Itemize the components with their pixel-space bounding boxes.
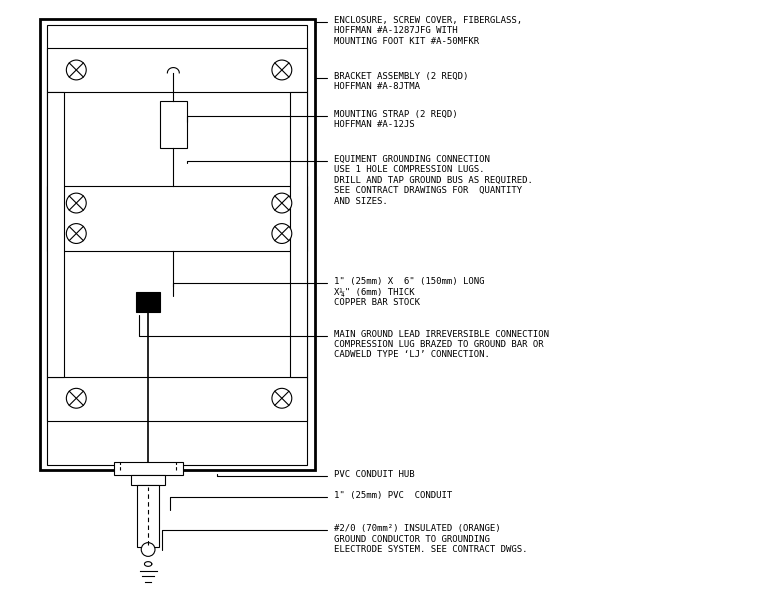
Ellipse shape [272, 60, 291, 80]
Ellipse shape [67, 388, 86, 408]
Ellipse shape [272, 388, 291, 408]
Ellipse shape [67, 224, 86, 243]
Bar [48, 92, 64, 376]
Text: BRACKET ASSEMBLY (2 REQD)
HOFFMAN #A-8JTMA: BRACKET ASSEMBLY (2 REQD) HOFFMAN #A-8JT… [334, 72, 468, 91]
Ellipse shape [141, 542, 155, 557]
Text: MOUNTING STRAP (2 REQD)
HOFFMAN #A-12JS: MOUNTING STRAP (2 REQD) HOFFMAN #A-12JS [334, 110, 457, 129]
Bar [136, 292, 160, 312]
Bar [48, 25, 307, 465]
Bar [290, 92, 307, 376]
Bar [160, 101, 187, 148]
Bar [48, 376, 307, 421]
Text: MAIN GROUND LEAD IRREVERSIBLE CONNECTION
COMPRESSION LUG BRAZED TO GROUND BAR OR: MAIN GROUND LEAD IRREVERSIBLE CONNECTION… [334, 330, 549, 359]
Bar [40, 19, 314, 471]
Text: PVC CONDUIT HUB: PVC CONDUIT HUB [334, 471, 414, 479]
Ellipse shape [272, 224, 291, 243]
Ellipse shape [272, 193, 291, 213]
Text: ENCLOSURE, SCREW COVER, FIBERGLASS,
HOFFMAN #A-1287JFG WITH
MOUNTING FOOT KIT #A: ENCLOSURE, SCREW COVER, FIBERGLASS, HOFF… [334, 16, 522, 46]
Ellipse shape [67, 60, 86, 80]
Text: 1" (25mm) PVC  CONDUIT: 1" (25mm) PVC CONDUIT [334, 491, 452, 500]
Ellipse shape [67, 193, 86, 213]
Bar [137, 485, 159, 547]
Text: 1" (25mm) X  6" (150mm) LONG
X¼" (6mm) THICK
COPPER BAR STOCK: 1" (25mm) X 6" (150mm) LONG X¼" (6mm) TH… [334, 277, 484, 307]
Text: EQUIMENT GROUNDING CONNECTION
USE 1 HOLE COMPRESSION LUGS.
DRILL AND TAP GROUND : EQUIMENT GROUNDING CONNECTION USE 1 HOLE… [334, 155, 533, 206]
Bar [48, 186, 307, 250]
Bar [48, 48, 307, 92]
Text: #2/0 (70mm²) INSULATED (ORANGE)
GROUND CONDUCTOR TO GROUNDING
ELECTRODE SYSTEM. : #2/0 (70mm²) INSULATED (ORANGE) GROUND C… [334, 524, 528, 554]
Bar [131, 475, 165, 485]
Bar [114, 462, 183, 475]
